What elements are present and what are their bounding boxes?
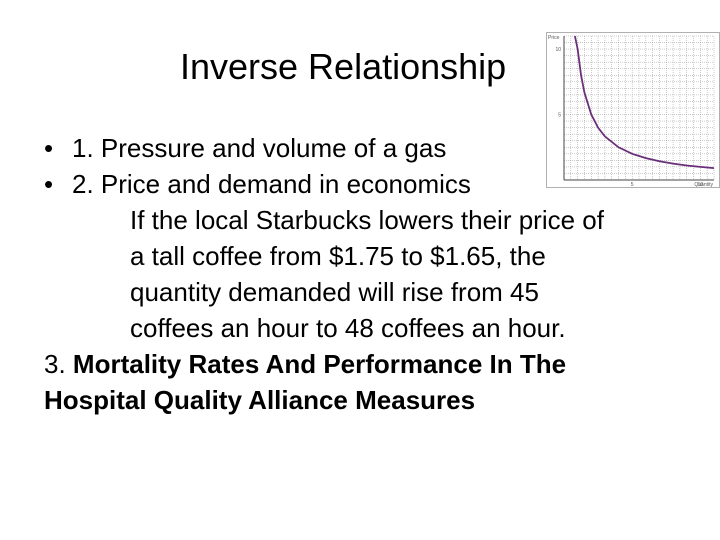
bullet-marker: • (44, 169, 54, 199)
y-tick-label: 10 (555, 47, 561, 53)
example-line: quantity demanded will rise from 45 (130, 277, 539, 307)
chart-frame (546, 32, 720, 188)
bullet-marker: • (44, 133, 54, 163)
item-3-heading-line1: Mortality Rates And Performance In The (72, 349, 567, 379)
slide-title: Inverse Relationship (180, 46, 507, 87)
item-3: 3. Mortality Rates And Performance In Th… (44, 346, 694, 382)
example-line: If the local Starbucks lowers their pric… (130, 205, 604, 235)
example-line: coffees an hour to 48 coffees an hour. (130, 313, 566, 343)
demand-curve-line (574, 35, 715, 169)
x-tick-label: 5 (631, 182, 634, 188)
x-axis-label: Quantity (694, 182, 713, 188)
inverse-curve-chart: 5 10 5 10 Quantity Price (546, 32, 720, 188)
item-3-heading-line2: Hospital Quality Alliance Measures (44, 385, 476, 415)
bullet-text: 1. Pressure and volume of a gas (72, 133, 447, 163)
starbucks-example: If the local Starbucks lowers their pric… (44, 202, 694, 346)
x-tick-label: 10 (698, 182, 704, 188)
example-line: a tall coffee from $1.75 to $1.65, the (130, 241, 546, 271)
y-tick-label: 5 (558, 113, 561, 119)
item-3-number: 3. (44, 349, 73, 379)
y-axis-label: Price (548, 35, 560, 41)
bullet-item-gas: • 1. Pressure and volume of a gas (44, 130, 694, 166)
bullet-item-economics: • 2. Price and demand in economics (44, 166, 694, 202)
slide-body: • 1. Pressure and volume of a gas • 2. P… (44, 130, 694, 418)
bullet-text: 2. Price and demand in economics (72, 169, 471, 199)
